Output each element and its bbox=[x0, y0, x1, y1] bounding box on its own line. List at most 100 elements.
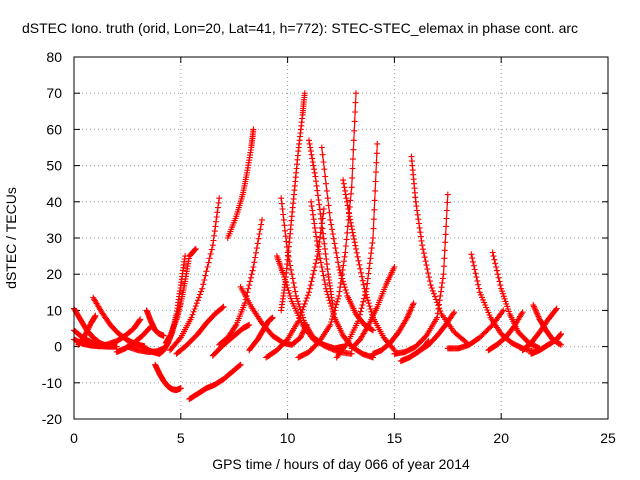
data-point bbox=[216, 195, 223, 202]
data-point bbox=[390, 346, 397, 352]
data-point bbox=[327, 300, 334, 307]
data-point bbox=[419, 242, 426, 249]
data-point bbox=[213, 218, 219, 225]
data-point bbox=[420, 250, 427, 257]
data-point bbox=[247, 278, 253, 285]
data-point bbox=[340, 278, 347, 285]
data-point bbox=[366, 260, 373, 267]
data-point bbox=[160, 332, 167, 339]
data-point bbox=[315, 197, 322, 203]
data-point bbox=[374, 140, 381, 147]
chart-title: dSTEC Iono. truth (orid, Lon=20, Lat=41,… bbox=[22, 20, 578, 36]
data-point bbox=[314, 187, 321, 194]
data-point bbox=[429, 287, 436, 294]
data-point bbox=[251, 259, 258, 266]
data-point bbox=[499, 308, 506, 315]
data-point bbox=[349, 174, 356, 181]
data-point bbox=[428, 285, 435, 291]
data-point bbox=[373, 150, 380, 157]
data-point bbox=[316, 206, 323, 213]
data-point bbox=[316, 201, 323, 208]
data-series-group bbox=[75, 312, 99, 348]
data-point bbox=[207, 250, 214, 257]
data-point bbox=[345, 206, 352, 212]
data-point bbox=[501, 295, 508, 302]
data-point bbox=[414, 207, 420, 214]
data-point bbox=[319, 225, 326, 232]
data-point bbox=[323, 285, 329, 292]
data-point bbox=[416, 224, 423, 231]
axis-ticks: 0 5 10 15 20 25 -20 -10 0 10 20 30 40 50 60 70 80 bbox=[42, 49, 616, 446]
data-point bbox=[343, 236, 350, 243]
data-point bbox=[344, 202, 351, 209]
data-point bbox=[205, 259, 212, 266]
data-point bbox=[439, 275, 446, 282]
data-point bbox=[417, 233, 424, 240]
data-point bbox=[441, 263, 447, 270]
data-point bbox=[351, 236, 357, 243]
data-point bbox=[309, 159, 316, 165]
data-point bbox=[362, 288, 369, 295]
data-point bbox=[269, 314, 276, 321]
data-series-group bbox=[152, 361, 184, 393]
data-point bbox=[288, 271, 295, 278]
data-point bbox=[297, 312, 304, 319]
data-point bbox=[296, 315, 303, 322]
data-point bbox=[253, 245, 260, 252]
data-series-group bbox=[162, 245, 199, 346]
x-tick-label: 25 bbox=[600, 430, 616, 446]
data-point bbox=[343, 341, 350, 348]
data-point bbox=[443, 223, 450, 230]
data-point bbox=[113, 343, 120, 350]
data-point bbox=[331, 307, 338, 314]
data-point bbox=[254, 240, 261, 247]
data-point bbox=[301, 90, 308, 97]
data-point bbox=[558, 341, 564, 348]
data-point bbox=[200, 281, 207, 288]
data-point bbox=[361, 295, 368, 302]
data-point bbox=[426, 274, 432, 281]
data-point bbox=[370, 225, 377, 232]
data-point bbox=[331, 240, 338, 247]
y-tick-label: -20 bbox=[42, 411, 62, 427]
data-point bbox=[558, 330, 564, 337]
data-point bbox=[470, 258, 476, 265]
data-point bbox=[435, 306, 442, 312]
data-point bbox=[257, 226, 264, 233]
data-point bbox=[407, 307, 414, 314]
data-point bbox=[535, 313, 542, 320]
data-point bbox=[307, 282, 314, 289]
data-point bbox=[322, 245, 328, 252]
data-point bbox=[478, 333, 485, 340]
data-point bbox=[310, 336, 317, 343]
data-point bbox=[326, 297, 333, 304]
data-point bbox=[450, 310, 457, 317]
data-series-group bbox=[71, 336, 120, 350]
data-point bbox=[311, 166, 318, 173]
data-point bbox=[284, 244, 290, 250]
data-series-group bbox=[528, 330, 564, 357]
data-point bbox=[202, 272, 209, 279]
data-point bbox=[342, 287, 349, 294]
data-point bbox=[285, 253, 292, 260]
data-point bbox=[312, 173, 319, 180]
data-point bbox=[328, 319, 335, 325]
data-point bbox=[245, 285, 252, 292]
data-point bbox=[219, 304, 226, 311]
data-point bbox=[348, 350, 355, 357]
data-point bbox=[298, 309, 305, 316]
data-point bbox=[368, 245, 375, 252]
data-point bbox=[413, 203, 420, 210]
data-point bbox=[442, 231, 449, 238]
data-point bbox=[324, 344, 331, 351]
data-point bbox=[297, 334, 304, 341]
data-point bbox=[475, 281, 482, 288]
y-tick-label: 70 bbox=[46, 85, 62, 101]
data-point bbox=[311, 220, 318, 227]
data-point bbox=[311, 267, 318, 274]
data-point bbox=[426, 278, 433, 285]
data-point bbox=[258, 221, 265, 228]
data-point bbox=[408, 304, 415, 311]
data-point bbox=[416, 220, 422, 227]
data-point bbox=[341, 258, 347, 265]
